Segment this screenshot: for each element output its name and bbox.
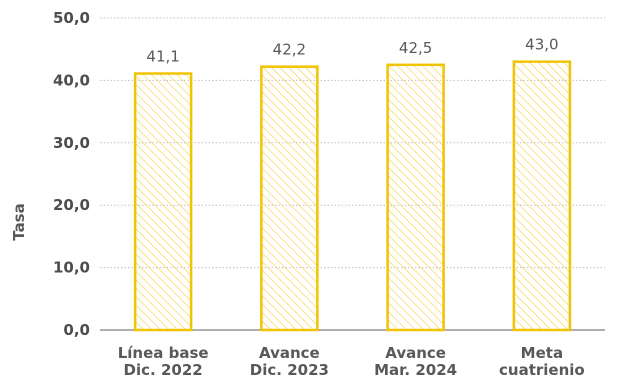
data-label: 42,5: [399, 39, 432, 57]
value-labels: 41,1 42,2 42,5 43,0: [146, 36, 558, 66]
bar: [133, 72, 193, 332]
x-axis-labels: Línea base Dic. 2022 Avance Dic. 2023 Avance…: [118, 344, 585, 379]
data-label: 41,1: [146, 48, 179, 66]
y-tick-label: 0,0: [63, 321, 90, 339]
x-tick-label: Línea base Dic. 2022: [118, 344, 209, 379]
data-label: 43,0: [525, 36, 558, 54]
y-tick-label: 10,0: [53, 259, 90, 277]
y-axis-label: Tasa: [10, 203, 28, 240]
x-tick-label: Meta cuatrienio: [499, 344, 585, 379]
x-tick-label: Avance Dic. 2023: [250, 344, 329, 379]
bar: [512, 60, 572, 332]
y-tick-label: 30,0: [53, 134, 90, 152]
bars: [133, 60, 572, 332]
y-tick-label: 40,0: [53, 71, 90, 89]
bar: [260, 65, 319, 332]
y-axis-ticks: 0,0 10,0 20,0 30,0 40,0 50,0: [53, 9, 90, 339]
y-tick-label: 50,0: [53, 9, 90, 27]
x-tick-label: Avance Mar. 2024: [374, 344, 457, 379]
data-label: 42,2: [273, 41, 306, 59]
y-tick-label: 20,0: [53, 196, 90, 214]
bar: [386, 63, 445, 332]
